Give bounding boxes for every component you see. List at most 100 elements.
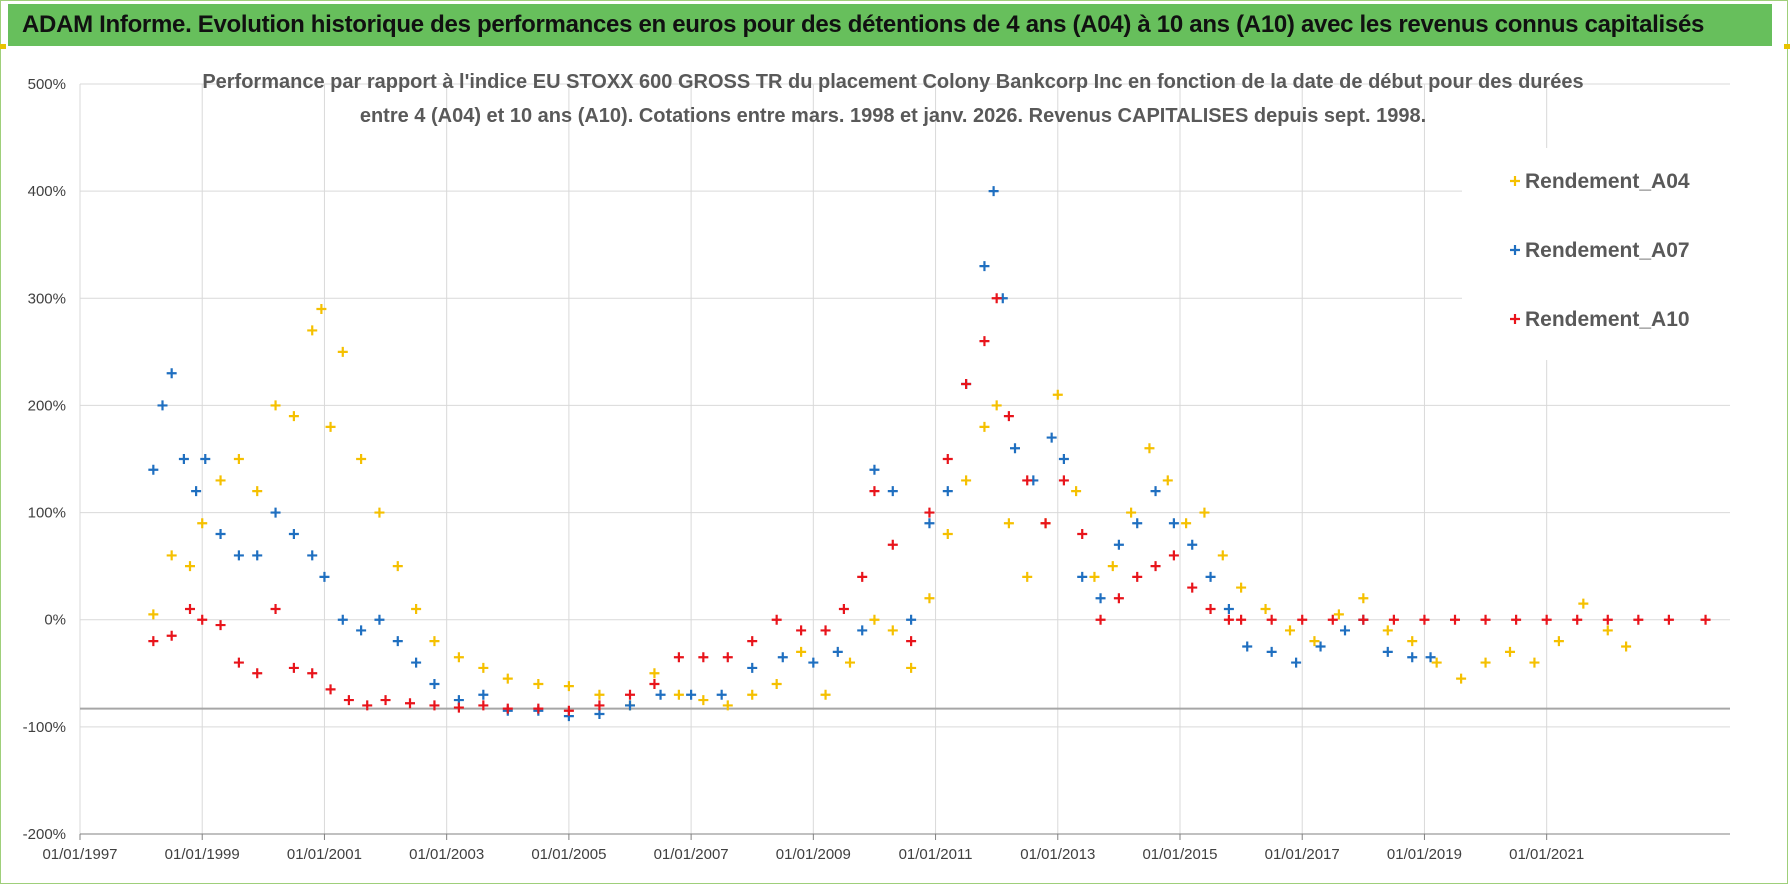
x-tick-label: 01/01/1999	[165, 846, 240, 863]
data-point	[887, 625, 898, 636]
banner-title: ADAM Informe. Evolution historique des p…	[8, 4, 1772, 46]
x-tick-label: 01/01/2003	[409, 846, 484, 863]
data-point	[845, 657, 855, 668]
data-point	[148, 636, 159, 647]
data-point	[1168, 518, 1179, 529]
data-point	[857, 571, 868, 582]
y-tick-label: 500%	[28, 76, 66, 93]
data-point	[1022, 475, 1033, 486]
data-point	[1040, 518, 1051, 529]
data-point	[429, 679, 440, 689]
data-point	[1382, 625, 1393, 636]
data-point	[1358, 614, 1369, 625]
data-point	[1107, 561, 1118, 572]
data-point	[1113, 593, 1124, 604]
data-point	[1511, 614, 1522, 625]
data-point	[307, 325, 318, 336]
data-point	[857, 625, 868, 636]
data-point	[1419, 614, 1430, 625]
data-point	[563, 705, 574, 716]
data-point	[887, 539, 898, 550]
data-point	[270, 507, 281, 518]
data-point	[869, 464, 880, 475]
data-point	[906, 636, 917, 647]
data-point	[1285, 625, 1295, 636]
data-point	[1309, 636, 1320, 647]
data-point	[924, 593, 935, 604]
data-point	[1327, 614, 1338, 625]
chart-title-line2: entre 4 (A04) et 10 ans (A10). Cotations…	[360, 105, 1426, 127]
data-point	[777, 652, 788, 663]
data-point	[1602, 614, 1613, 625]
y-tick-label: 400%	[28, 183, 66, 200]
data-point	[625, 700, 635, 711]
data-point	[796, 646, 807, 657]
data-point	[1450, 614, 1460, 625]
data-point	[1505, 646, 1515, 657]
banner-corner-left	[0, 44, 6, 49]
data-point	[1205, 604, 1216, 614]
data-point	[1291, 657, 1302, 668]
data-point	[1266, 646, 1277, 657]
data-point	[1162, 475, 1173, 486]
data-point	[942, 486, 953, 497]
data-point	[200, 454, 211, 464]
data-point	[1407, 652, 1418, 663]
data-point	[533, 679, 544, 689]
data-point	[771, 614, 782, 625]
data-point	[1150, 486, 1161, 497]
data-point	[1382, 646, 1393, 657]
data-point	[197, 518, 208, 529]
data-point	[747, 689, 758, 700]
data-point	[362, 700, 373, 711]
data-point	[233, 550, 244, 561]
data-point	[319, 571, 330, 582]
data-point	[991, 400, 1002, 411]
data-point	[1071, 486, 1082, 497]
data-point	[185, 561, 195, 572]
x-tick-label: 01/01/2007	[654, 846, 729, 863]
data-point	[1297, 614, 1308, 625]
data-point	[869, 486, 880, 497]
data-point	[686, 689, 697, 700]
data-point	[820, 689, 831, 700]
data-point	[594, 709, 605, 719]
data-point	[796, 625, 807, 636]
data-point	[1058, 454, 1069, 464]
data-point	[1095, 593, 1106, 604]
data-point	[380, 695, 391, 706]
data-point	[288, 529, 299, 539]
data-point	[533, 703, 544, 714]
series-Rendement_A04	[148, 304, 1632, 711]
data-point	[307, 668, 318, 679]
data-point	[594, 689, 605, 700]
data-point	[1700, 614, 1711, 625]
data-point	[1456, 673, 1467, 684]
data-point	[288, 662, 299, 673]
data-point	[1168, 550, 1179, 561]
data-point	[1633, 614, 1644, 625]
data-point	[747, 636, 758, 647]
data-point	[166, 630, 177, 641]
data-point	[215, 475, 226, 486]
data-point	[924, 507, 935, 518]
data-point	[649, 668, 660, 679]
x-tick-label: 01/01/1997	[42, 846, 117, 863]
data-point	[991, 293, 1002, 304]
data-point	[233, 454, 244, 464]
data-point	[649, 679, 660, 689]
data-point	[1388, 614, 1399, 625]
data-point	[356, 625, 367, 636]
data-point	[1132, 571, 1143, 582]
data-point	[1003, 411, 1014, 422]
data-point	[1578, 598, 1589, 609]
data-point	[979, 336, 990, 347]
y-tick-label: -200%	[23, 826, 66, 843]
data-point	[1553, 636, 1564, 647]
data-point	[1480, 657, 1491, 668]
data-point	[185, 604, 195, 614]
data-point	[1113, 539, 1124, 550]
data-point	[1022, 571, 1033, 582]
